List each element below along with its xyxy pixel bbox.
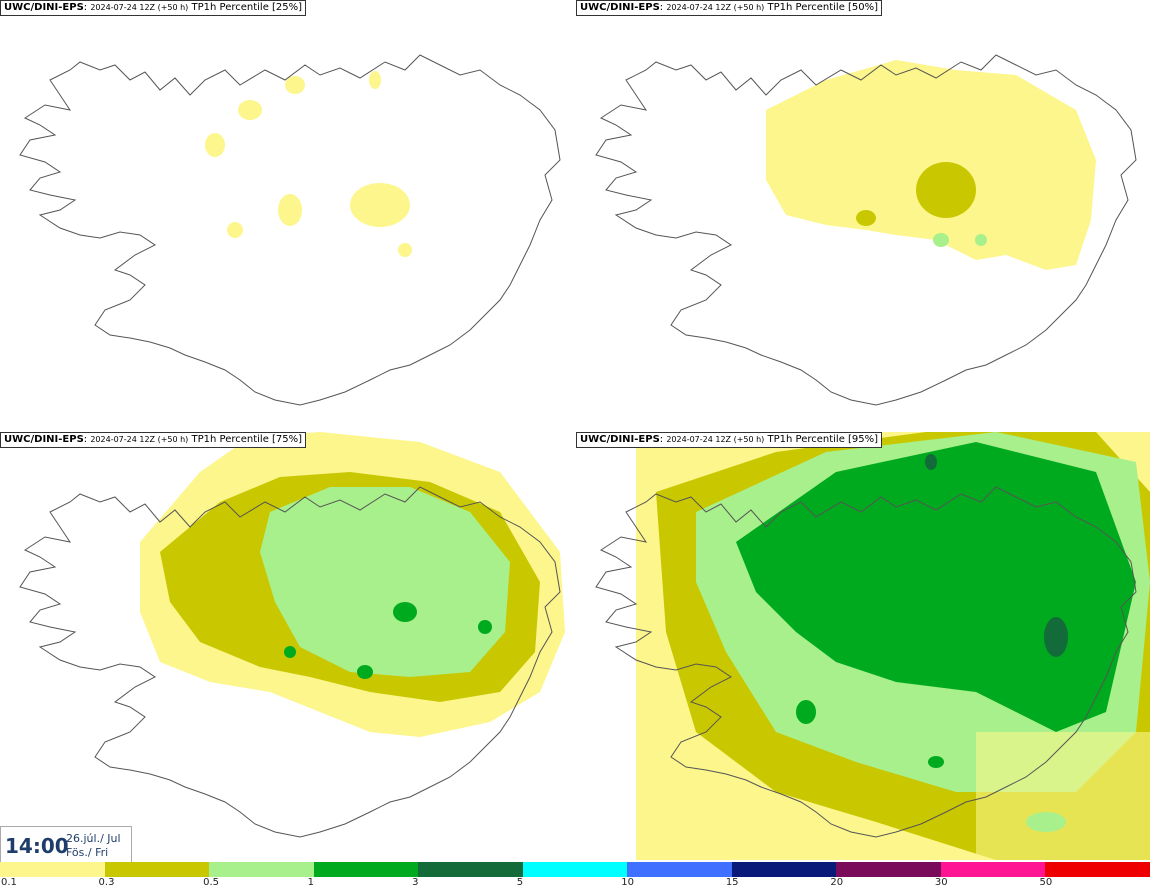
panel-title: UWC/DINI-EPS: 2024-07-24 12Z (+50 h) TP1… (0, 432, 307, 448)
colorbar-tick-label: 30 (934, 877, 948, 888)
valid-time-box: 14:00 26.júl./ Jul Fös./ Fri (0, 826, 132, 864)
iceland-map-p95 (595, 432, 1150, 860)
colorbar-segment (940, 862, 1046, 877)
colorbar-tick-label: 10 (621, 877, 634, 888)
colorbar-segment (836, 862, 941, 877)
colorbar-segment (313, 862, 419, 877)
colorbar-segment (209, 862, 314, 877)
valid-weekday: Fös./ Fri (66, 846, 109, 859)
precip-shading-p50 (766, 60, 1096, 270)
iceland-map-p50 (595, 54, 1137, 406)
colorbar-segment (731, 862, 837, 877)
colorbar-tick-label: 20 (830, 877, 844, 888)
colorbar-tick-label: 0.1 (1, 877, 17, 888)
precip-shading-p75 (140, 432, 565, 737)
colorbar-tick-label: 5 (516, 877, 524, 888)
colorbar-segment (104, 862, 210, 877)
precip-shading-p25 (205, 71, 412, 257)
map-panel-p75: UWC/DINI-EPS: 2024-07-24 12Z (+50 h) TP1… (0, 432, 574, 860)
panel-title: UWC/DINI-EPS: 2024-07-24 12Z (+50 h) TP1… (0, 0, 307, 16)
colorbar-tick-label: 0.3 (98, 877, 115, 888)
colorbar-segment (522, 862, 628, 877)
colorbar-tick-label: 15 (725, 877, 739, 888)
iceland-map-p75 (19, 432, 565, 838)
colorbar-ticks: 0.1 0.3 0.5 1 3 5 10 15 20 30 50 (0, 877, 1150, 891)
colorbar-segment (627, 862, 732, 877)
precip-shading-p95 (636, 432, 1150, 860)
iceland-map-p25 (19, 54, 561, 406)
colorbar-segment (1045, 862, 1150, 877)
colorbar-tick-label: 50 (1039, 877, 1053, 888)
colorbar-tick-label: 0.5 (203, 877, 219, 888)
colorbar-tick-label: 1 (307, 877, 314, 888)
precip-colorbar (0, 862, 1150, 877)
map-panel-p25: UWC/DINI-EPS: 2024-07-24 12Z (+50 h) TP1… (0, 0, 574, 428)
panel-title: UWC/DINI-EPS: 2024-07-24 12Z (+50 h) TP1… (576, 0, 883, 16)
panel-title: UWC/DINI-EPS: 2024-07-24 12Z (+50 h) TP1… (576, 432, 883, 448)
map-panel-p95: UWC/DINI-EPS: 2024-07-24 12Z (+50 h) TP1… (576, 432, 1150, 860)
valid-time: 14:00 (5, 834, 69, 858)
valid-date: 26.júl./ Jul (66, 832, 121, 845)
colorbar-tick-label: 3 (412, 877, 419, 888)
map-panel-p50: UWC/DINI-EPS: 2024-07-24 12Z (+50 h) TP1… (576, 0, 1150, 428)
colorbar-segment (0, 862, 105, 877)
colorbar-segment (418, 862, 523, 877)
